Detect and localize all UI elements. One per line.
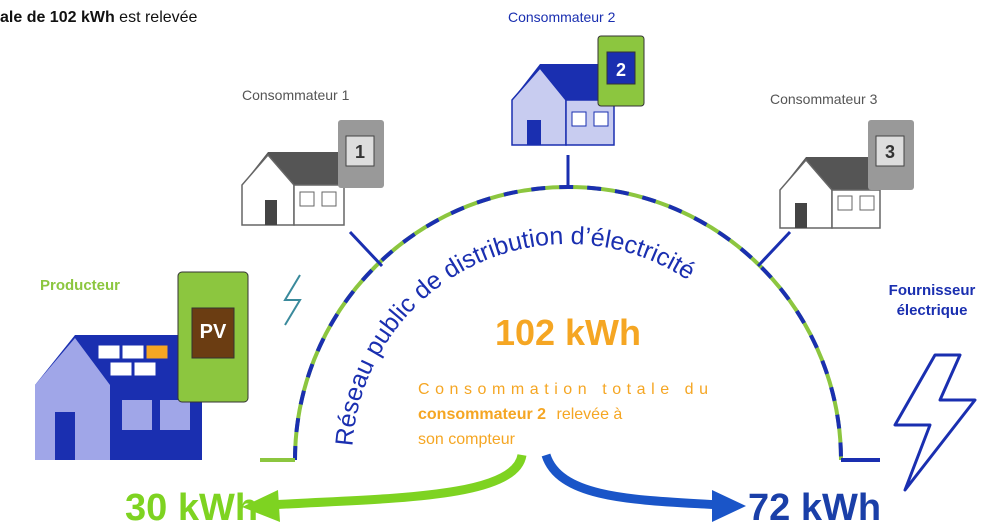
consumer-label: Consommateur 2 xyxy=(508,9,616,25)
desc-line: Consommation totale du xyxy=(418,381,708,398)
supplier-line: électrique xyxy=(897,302,968,319)
bolt xyxy=(895,355,975,490)
header-text: est relevée xyxy=(119,9,197,26)
diagram: ale de 102 kWh est relevée Réseau public… xyxy=(0,0,992,531)
meter-label: PV xyxy=(200,321,227,343)
total-description: Consommation totale du consommateur 2 re… xyxy=(418,381,718,448)
arrow xyxy=(270,455,522,505)
arrowhead xyxy=(712,490,746,522)
house xyxy=(242,152,344,225)
producer-share: 30 kWh xyxy=(125,487,258,529)
desc-line: son compteur xyxy=(418,431,516,448)
meter-label: 1 xyxy=(355,142,365,162)
consumer-label: Consommateur 1 xyxy=(242,87,350,103)
header-bold: ale de 102 kWh xyxy=(0,9,115,26)
house xyxy=(780,157,880,228)
meter-label: 3 xyxy=(885,142,895,162)
meter-label: 2 xyxy=(616,60,626,80)
producer-label: Producteur xyxy=(40,277,120,294)
consumer-label: Consommateur 3 xyxy=(770,91,878,107)
branch xyxy=(758,232,790,266)
header: ale de 102 kWh est relevée xyxy=(0,9,198,26)
arrow xyxy=(546,455,720,505)
producer-house xyxy=(35,335,202,460)
branch xyxy=(350,232,382,266)
bolt xyxy=(285,275,300,325)
desc-line: relevée à xyxy=(557,406,623,423)
supplier-share: 72 kWh xyxy=(748,487,881,529)
supplier-label: Fournisseur électrique xyxy=(889,282,976,319)
total-value: 102 kWh xyxy=(495,312,641,353)
desc-bold: consommateur 2 xyxy=(418,406,546,423)
supplier-line: Fournisseur xyxy=(889,282,976,299)
